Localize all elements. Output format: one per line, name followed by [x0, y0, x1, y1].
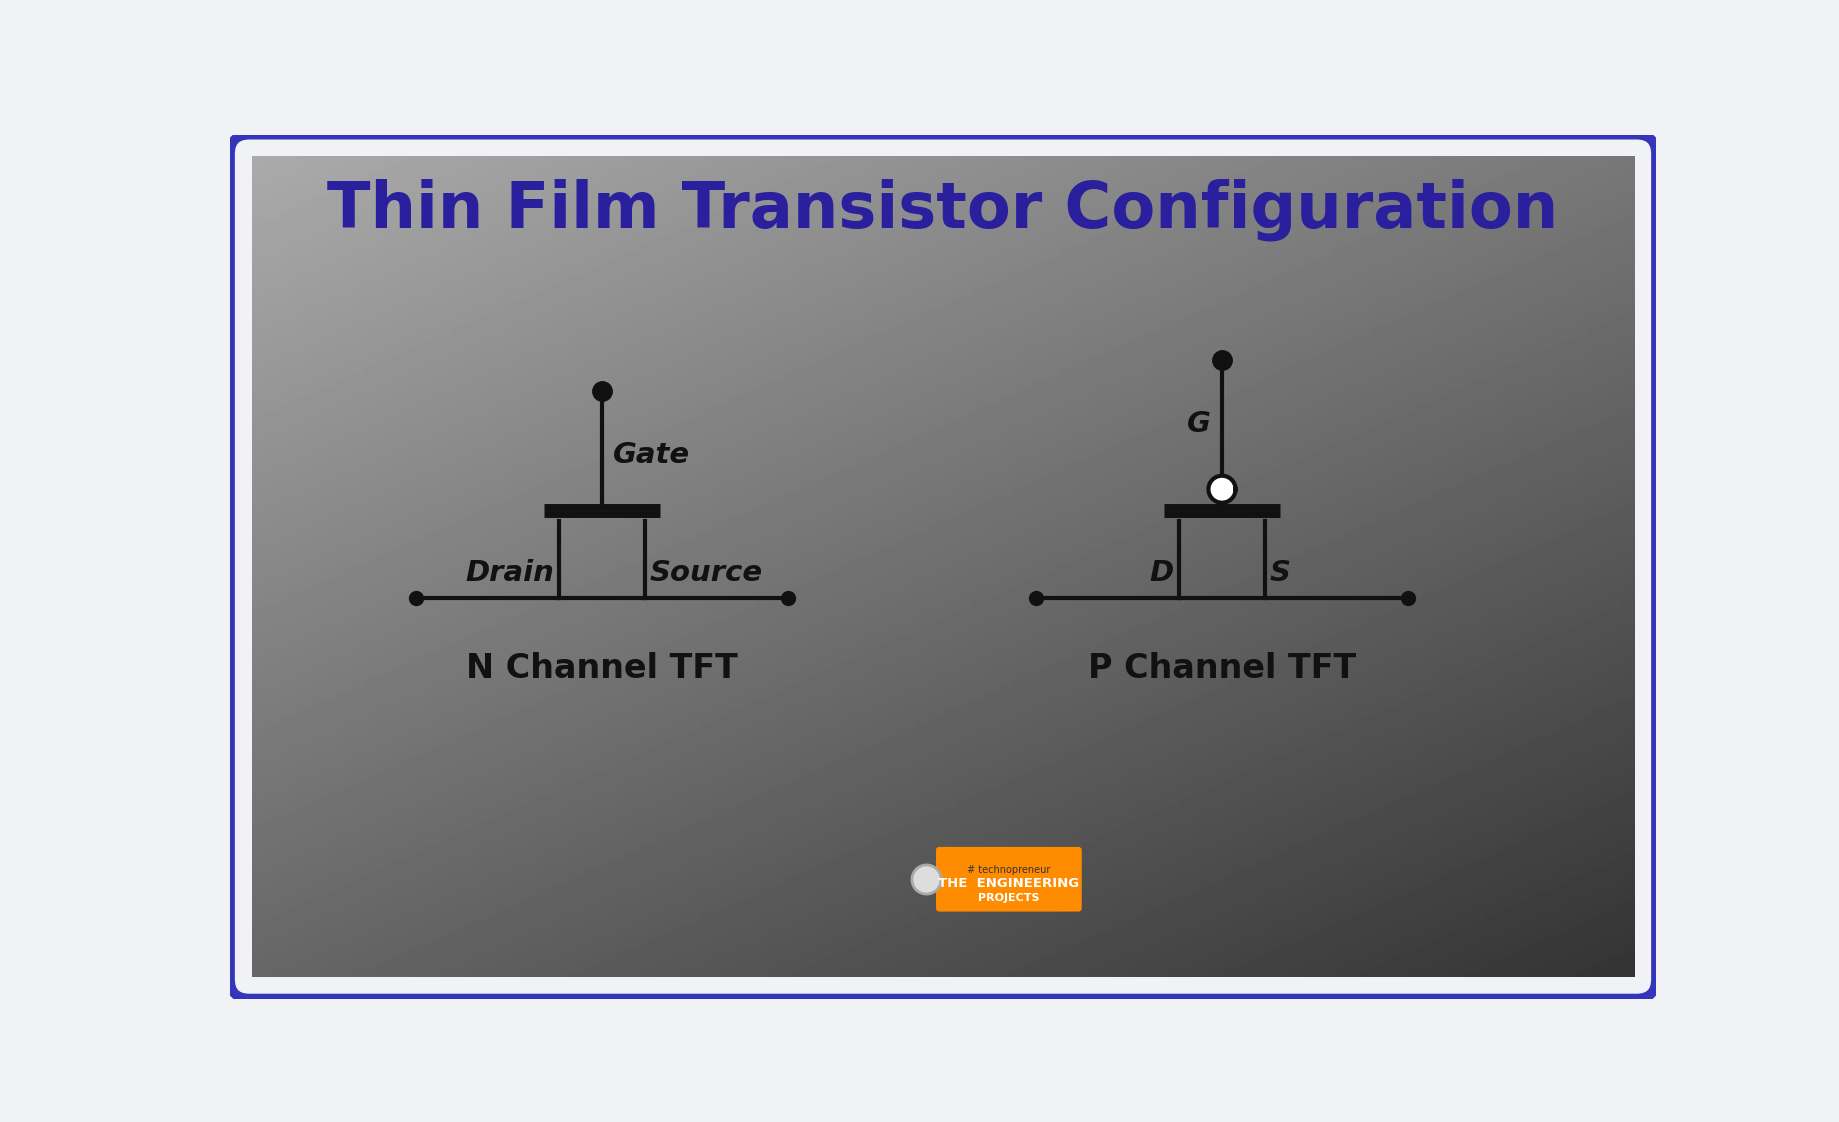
Text: PROJECTS: PROJECTS — [978, 893, 1039, 903]
Text: N Channel TFT: N Channel TFT — [465, 652, 737, 686]
Text: G: G — [1186, 410, 1210, 438]
FancyBboxPatch shape — [936, 847, 1081, 911]
Text: Drain: Drain — [465, 560, 554, 588]
Text: Thin Film Transistor Configuration: Thin Film Transistor Configuration — [327, 178, 1558, 240]
Circle shape — [1208, 476, 1236, 503]
Text: THE  ENGINEERING: THE ENGINEERING — [938, 876, 1079, 890]
Text: Gate: Gate — [612, 441, 690, 469]
Text: # technopreneur: # technopreneur — [967, 865, 1050, 875]
Text: Source: Source — [649, 560, 763, 588]
Text: D: D — [1149, 560, 1173, 588]
Text: S: S — [1269, 560, 1291, 588]
Text: P Channel TFT: P Channel TFT — [1087, 652, 1355, 686]
